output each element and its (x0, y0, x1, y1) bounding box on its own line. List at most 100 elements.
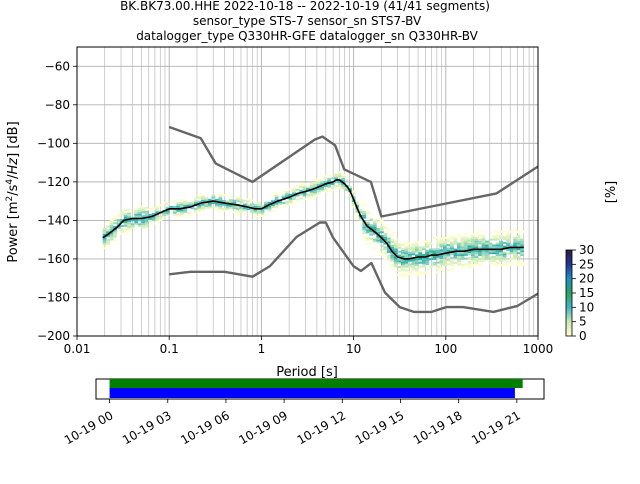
heatmap-cell (457, 259, 461, 262)
heatmap-cell (109, 226, 114, 229)
heatmap-cell (369, 226, 374, 229)
heatmap-cell (316, 178, 321, 181)
colorbar-tick-label: 30 (579, 243, 594, 257)
heatmap-cell (232, 211, 237, 214)
heatmap-cell (141, 211, 146, 214)
heatmap-cell (443, 244, 447, 247)
heatmap-cell (464, 236, 468, 239)
heatmap-cell (495, 234, 500, 237)
heatmap-cell (471, 256, 475, 259)
heatmap-cell (439, 237, 444, 240)
heatmap-cell (428, 242, 433, 245)
heatmap-cell (362, 232, 367, 235)
heatmap-cell (513, 238, 518, 241)
heatmap-cell (407, 271, 412, 274)
heatmap-cell (436, 250, 440, 252)
heatmap-cell (411, 259, 416, 261)
heatmap-cell (123, 207, 128, 210)
heatmap-cell (218, 193, 223, 196)
heatmap-cell (211, 202, 216, 205)
heatmap-cell (320, 182, 325, 185)
heatmap-cell (411, 253, 416, 256)
heatmap-cell (127, 229, 132, 232)
heatmap-cell (120, 224, 125, 227)
heatmap-cell (467, 243, 472, 246)
heatmap-cell (292, 186, 296, 189)
heatmap-cell (264, 201, 268, 204)
heatmap-cell (499, 254, 503, 257)
colorbar-tick-label: 20 (579, 272, 594, 286)
heatmap-cell (250, 199, 254, 202)
heatmap-cell (302, 188, 307, 191)
heatmap-cell (365, 210, 370, 213)
heatmap-cell (137, 211, 142, 214)
heatmap-cell (144, 214, 149, 217)
heatmap-cell (218, 207, 223, 210)
heatmap-cell (404, 254, 409, 257)
heatmap-cell (218, 195, 223, 198)
heatmap-cell (520, 252, 525, 255)
heatmap-cell (478, 257, 482, 260)
heatmap-cell (516, 236, 521, 239)
heatmap-cell (495, 246, 500, 249)
heatmap-cell (260, 211, 265, 214)
heatmap-cell (236, 196, 240, 199)
heatmap-cell (369, 237, 374, 240)
heatmap-cell (457, 257, 461, 260)
heatmap-cell (264, 203, 268, 206)
heatmap-cell (407, 263, 412, 266)
heatmap-cell (137, 209, 142, 212)
heatmap-cell (295, 194, 300, 197)
heatmap-cell (474, 246, 479, 249)
heatmap-cell (516, 261, 521, 264)
heatmap-cell (172, 209, 177, 212)
timeline-tick-label: 10-19 09 (236, 408, 290, 447)
heatmap-cell (267, 205, 272, 208)
heatmap-cell (506, 244, 510, 247)
colorbar-label: [%] (604, 181, 619, 204)
heatmap-cell (397, 246, 402, 249)
heatmap-cell (141, 207, 146, 210)
heatmap-cell (460, 263, 465, 266)
heatmap-cell (383, 236, 388, 239)
heatmap-cell (436, 242, 440, 245)
heatmap-cell (425, 263, 430, 266)
heatmap-cell (421, 265, 426, 268)
heatmap-cell (274, 206, 279, 209)
heatmap-cell (443, 260, 447, 263)
heatmap-cell (179, 203, 184, 206)
heatmap-cell (404, 265, 409, 268)
heatmap-cell (271, 209, 275, 212)
heatmap-cell (218, 203, 223, 206)
heatmap-cell (313, 179, 318, 182)
heatmap-cell (123, 213, 128, 216)
heatmap-cell (414, 248, 419, 251)
heatmap-cell (464, 248, 468, 251)
heatmap-cell (443, 236, 447, 239)
heatmap-cell (393, 244, 398, 247)
heatmap-cell (190, 207, 195, 210)
heatmap-cell (506, 237, 510, 240)
heatmap-cell (355, 214, 360, 217)
heatmap-cell (323, 177, 328, 180)
heatmap-cell (106, 241, 111, 243)
heatmap-cell (474, 244, 479, 247)
heatmap-cell (327, 183, 332, 186)
heatmap-cell (148, 214, 153, 216)
heatmap-cell (383, 234, 388, 237)
heatmap-cell (109, 238, 114, 241)
heatmap-cell (109, 234, 114, 237)
heatmap-cell (278, 203, 282, 206)
heatmap-cell (471, 258, 475, 261)
heatmap-cell (516, 259, 521, 262)
heatmap-cell (274, 196, 279, 199)
heatmap-cell (513, 248, 518, 251)
title-line-1: BK.BK73.00.HHE 2022-10-18 -- 2022-10-19 … (120, 0, 490, 13)
heatmap-cell (362, 203, 367, 206)
heatmap-cell (376, 235, 381, 238)
heatmap-cell (439, 249, 444, 252)
heatmap-cell (250, 209, 254, 211)
heatmap-cell (144, 212, 149, 215)
heatmap-cell (481, 236, 486, 239)
heatmap-cell (495, 261, 500, 264)
